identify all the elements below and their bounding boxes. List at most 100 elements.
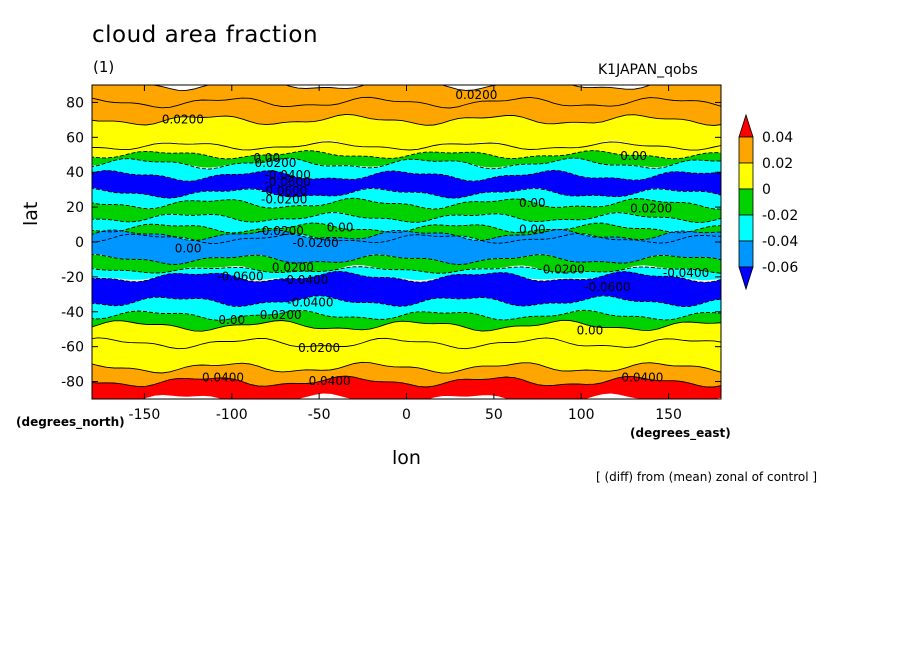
legend-swatch	[738, 188, 754, 216]
contour-line	[92, 319, 721, 332]
y-tick-label: 0	[75, 235, 84, 251]
legend-swatch	[738, 136, 754, 164]
contour-label: -0.0400	[265, 168, 311, 182]
legend-swatch	[738, 240, 754, 268]
y-tick-label: 60	[66, 130, 84, 146]
contour-line	[92, 232, 721, 244]
x-axis-ticks: -150 -100 -50 0 50 100 150	[129, 85, 682, 423]
x-axis-label: lon	[392, 447, 421, 469]
x-tick-label: 0	[402, 407, 411, 423]
contour-label: -0.0400	[663, 266, 709, 280]
contour-label: 0.0400	[621, 371, 663, 385]
y-axis-unit: (degrees_north)	[16, 415, 125, 429]
annotation-note: [ (diff) from (mean) zonal of control ]	[596, 470, 818, 484]
contour-label: -0.0600	[261, 184, 307, 198]
contour-line	[92, 270, 721, 283]
field-band	[92, 85, 721, 108]
contour-line	[92, 169, 721, 182]
field-band	[92, 266, 721, 281]
contour-label: -0.0200	[261, 193, 307, 207]
contour-label: 0.00	[577, 323, 604, 337]
field-band	[92, 362, 721, 387]
contour-label: 0.0400	[309, 374, 351, 388]
legend-label: -0.06	[762, 260, 798, 276]
contour-line	[92, 212, 721, 224]
field-layer	[92, 85, 721, 399]
contour-label: 0.00	[519, 222, 546, 236]
contour-label: 0.0200	[298, 341, 340, 355]
field-band	[92, 198, 721, 224]
legend-label: 0	[762, 182, 771, 198]
y-tick-label: -80	[61, 375, 84, 391]
y-tick-label: 20	[66, 200, 84, 216]
legend-swatch	[738, 162, 754, 190]
field-band	[92, 188, 721, 209]
field-band	[92, 271, 721, 307]
contour-label: 0.00	[620, 149, 647, 163]
field-band	[92, 295, 721, 321]
contour-lines	[92, 85, 721, 388]
contour-label: 0.00	[327, 221, 354, 235]
contour-label: -0.0400	[287, 296, 333, 310]
y-axis-ticks: 80 60 40 20 0 -20 -40 -60 -80	[61, 95, 721, 391]
y-tick-label: 40	[66, 165, 84, 181]
contour-label: -0.0400	[282, 273, 328, 287]
x-tick-label: -100	[216, 407, 248, 423]
field-band	[92, 150, 721, 168]
legend-swatch	[738, 214, 754, 242]
contour-label: 0.00	[519, 196, 546, 210]
contour-line	[92, 150, 721, 160]
legend-label: -0.04	[762, 234, 798, 250]
contour-label: 0.0200	[162, 112, 204, 126]
contour-label: 0.00	[253, 151, 280, 165]
field-band	[92, 320, 721, 349]
legend-swatch-top	[738, 113, 754, 138]
contour-label: 0.0200	[543, 262, 585, 276]
x-tick-label: 150	[655, 407, 682, 423]
field-band	[92, 310, 721, 331]
contour-line	[92, 157, 721, 170]
legend-label: 0.02	[762, 156, 793, 172]
field-band	[92, 337, 721, 374]
legend-label: 0.04	[762, 130, 793, 146]
legend-label: -0.02	[762, 208, 798, 224]
contour-line	[92, 309, 721, 321]
y-tick-label: -60	[61, 340, 84, 356]
field-band	[92, 158, 721, 182]
y-tick-label: 80	[66, 95, 84, 111]
x-tick-label: -50	[308, 407, 331, 423]
contour-line	[92, 113, 721, 126]
contour-label: 0.0200	[630, 201, 672, 215]
contour-label: 0.00	[175, 241, 202, 255]
contour-line	[92, 375, 721, 388]
contour-line	[92, 197, 721, 210]
contour-label: 0.0200	[272, 261, 314, 275]
contour-line	[92, 254, 721, 266]
contour-label: -0.0600	[217, 269, 263, 283]
contour-label: 0.0200	[254, 156, 296, 170]
x-tick-label: 100	[568, 407, 595, 423]
field-band	[92, 229, 721, 265]
field-band	[92, 141, 721, 159]
contour-label: 0.0200	[260, 308, 302, 322]
legend-swatch-bottom	[738, 266, 754, 291]
x-tick-label: 50	[485, 407, 503, 423]
contour-line	[92, 96, 721, 109]
field-band	[92, 376, 721, 399]
field-band	[92, 114, 721, 152]
contour-line	[92, 266, 721, 274]
contour-line	[92, 361, 721, 374]
contour-line	[92, 295, 721, 308]
contour-line	[146, 85, 652, 91]
contour-label: -0.0200	[258, 224, 304, 238]
contour-line	[92, 229, 721, 242]
run-name: K1JAPAN_qobs	[598, 62, 698, 78]
y-tick-label: -20	[61, 270, 84, 286]
field-band	[92, 254, 721, 275]
panel-label: (1)	[93, 58, 115, 76]
contour-line	[92, 187, 721, 199]
field-band	[92, 212, 721, 233]
field-band	[92, 97, 721, 126]
